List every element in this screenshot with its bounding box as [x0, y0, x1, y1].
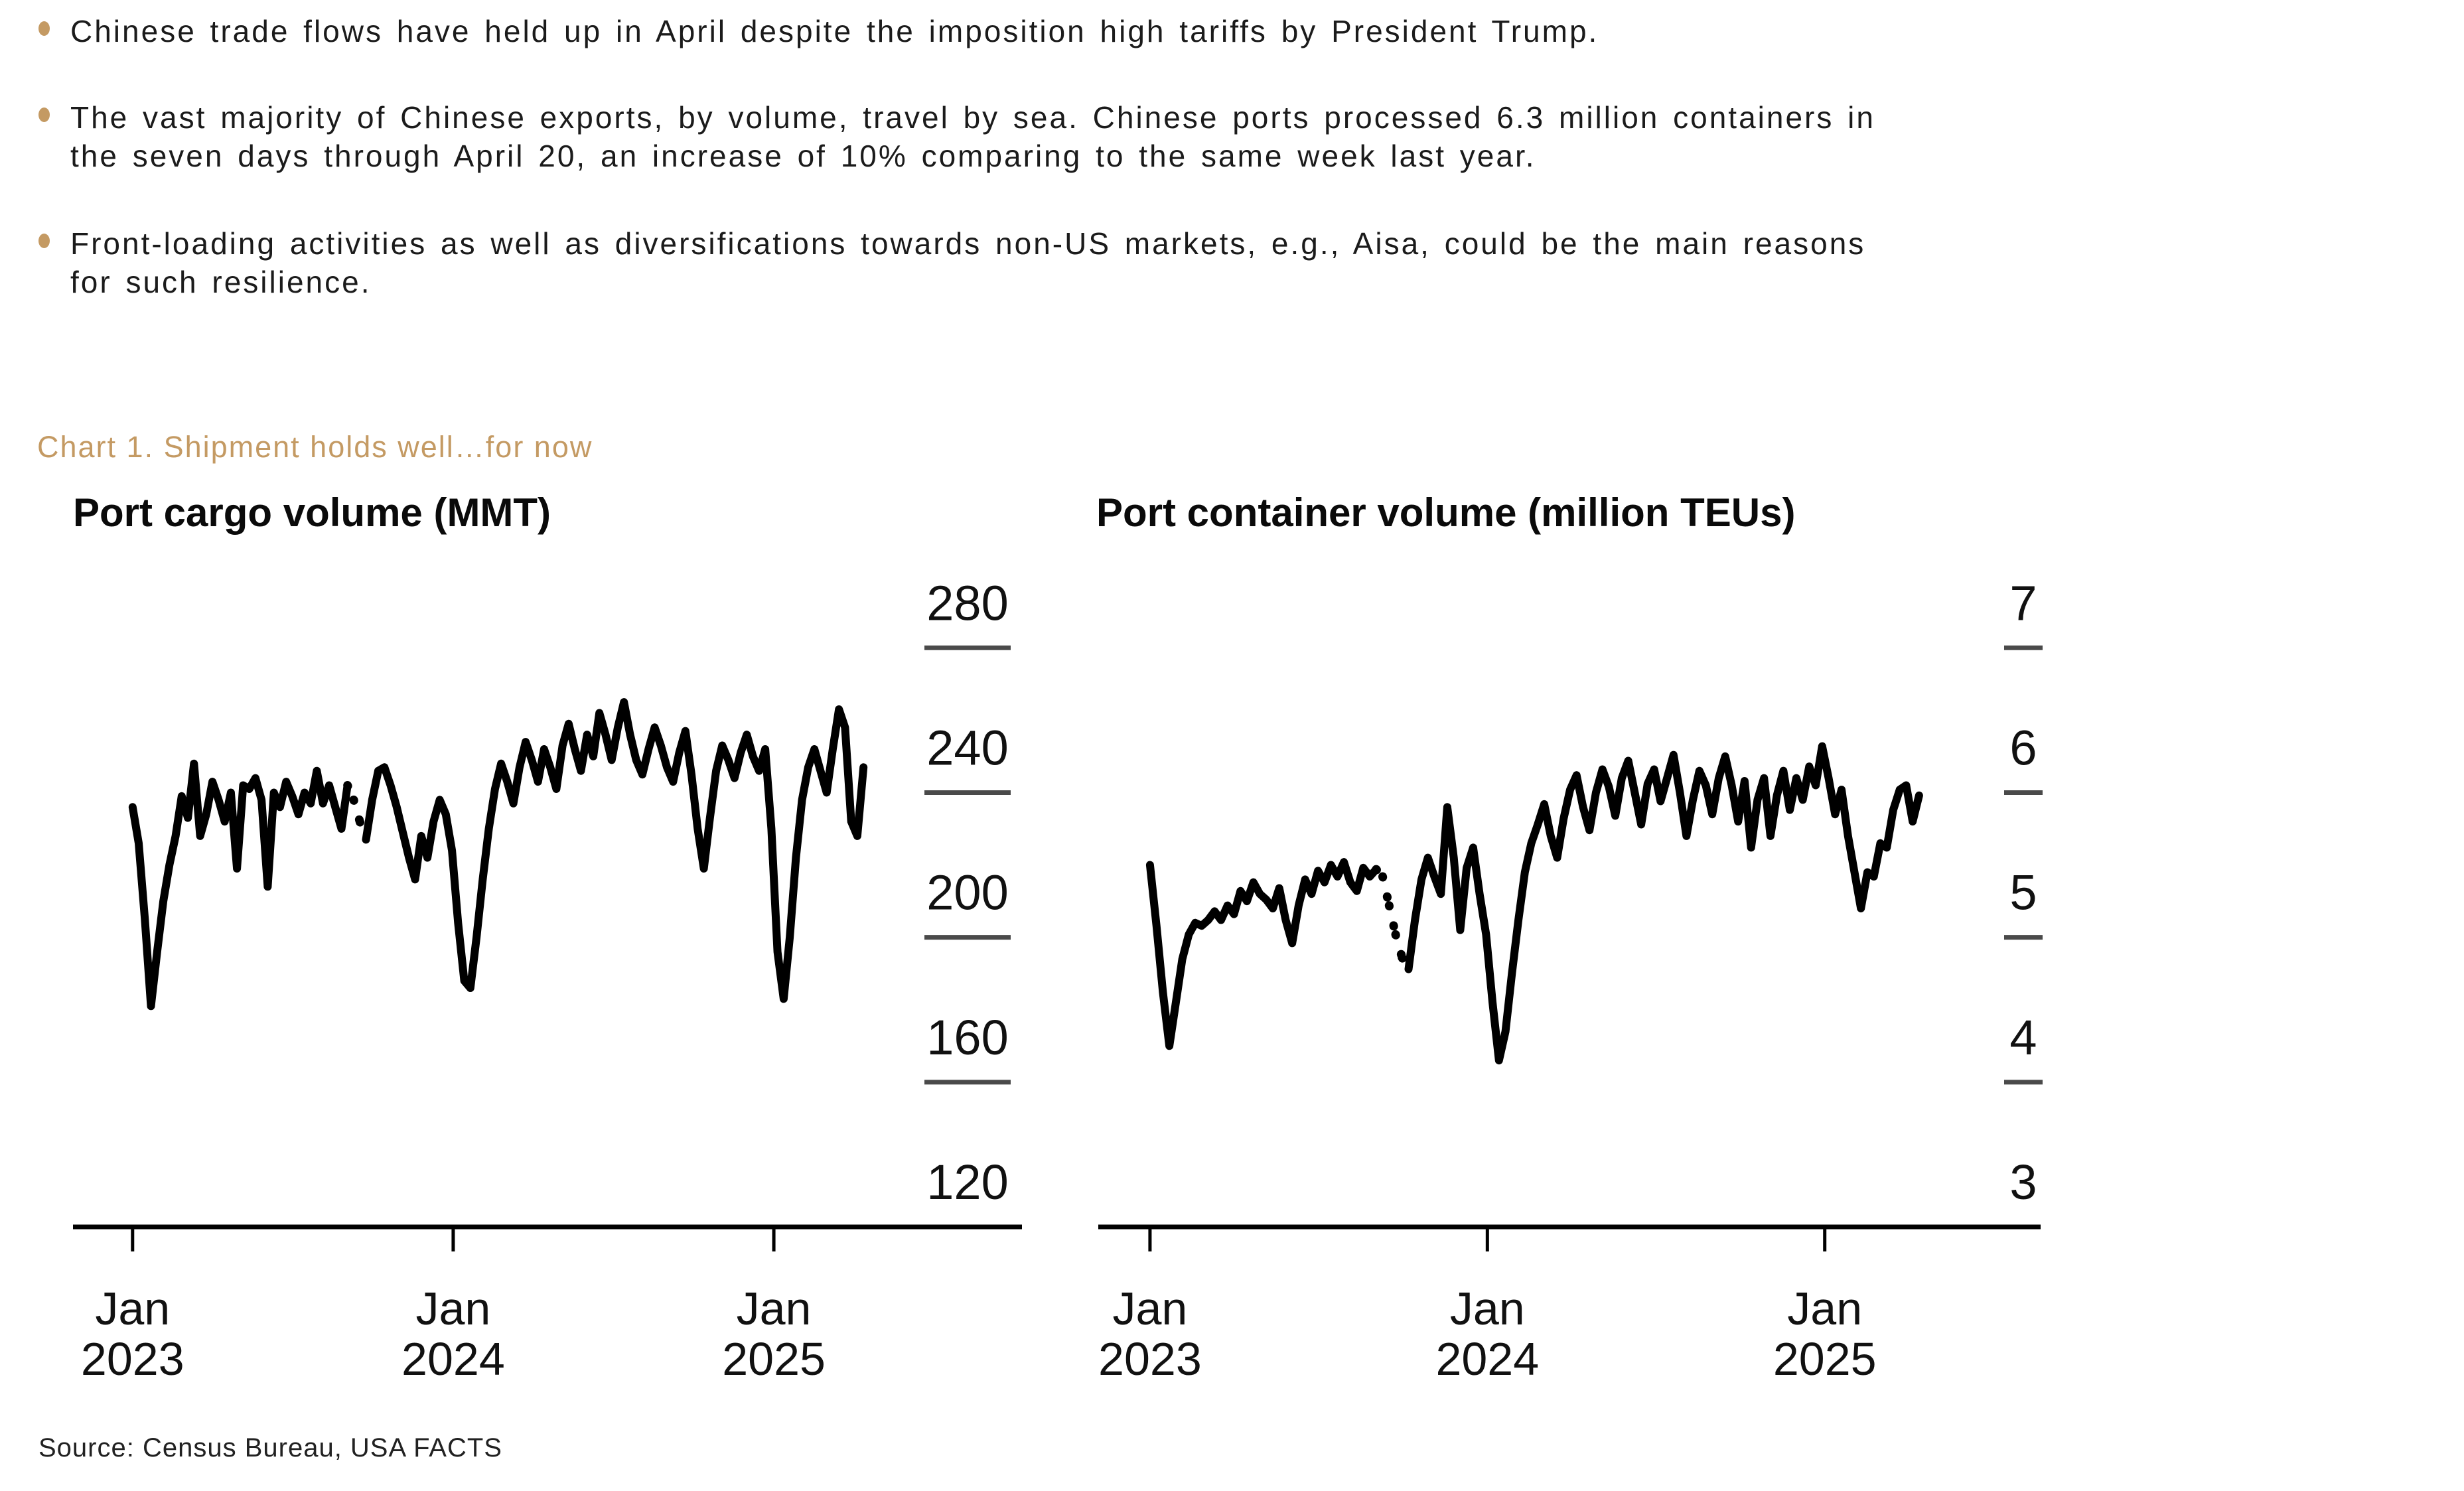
left-chart-y-tick-label: 280 [926, 575, 1008, 630]
bullet-text-1: Chinese trade flows have held up in Apri… [70, 12, 1599, 50]
left-chart-y-tick-label: 160 [926, 1010, 1008, 1065]
right-chart-x-tick-label: 2025 [1773, 1333, 1877, 1385]
left-chart-x-tick-label: Jan [737, 1283, 812, 1334]
left-chart-title: Port cargo volume (MMT) [73, 490, 551, 535]
left-chart-x-tick-label: Jan [95, 1283, 170, 1334]
right-chart-x-tick-label: Jan [1450, 1283, 1525, 1334]
bullet-3-line-1: Front-loading activities as well as dive… [70, 226, 1866, 261]
left-chart-x-tick-label: 2024 [401, 1333, 505, 1385]
right-chart-title: Port container volume (million TEUs) [1096, 490, 1796, 535]
left-chart-y-tick-label: 200 [926, 865, 1008, 920]
bullet-text-2: The vast majority of Chinese exports, by… [70, 98, 1875, 175]
right-chart-series-line-dotted [1372, 865, 1413, 974]
right-chart-y-tick-label: 7 [2009, 575, 2037, 630]
right-chart-series-line [1145, 742, 1923, 1065]
bullet-icon [38, 21, 50, 36]
bullet-item-1: Chinese trade flows have held up in Apri… [38, 12, 1599, 50]
bullet-3-line-2: for such resilience. [70, 265, 372, 299]
right-chart-y-tick-label: 3 [2009, 1155, 2037, 1210]
chart-section-heading: Chart 1. Shipment holds well…for now [37, 430, 593, 464]
bullet-1-line-1: Chinese trade flows have held up in Apri… [70, 14, 1599, 48]
right-chart-y-tick-label: 4 [2009, 1010, 2037, 1065]
source-note: Source: Census Bureau, USA FACTS [38, 1433, 502, 1462]
bullet-item-2: The vast majority of Chinese exports, by… [38, 98, 1875, 175]
left-chart-x-tick-label: 2023 [81, 1333, 184, 1385]
bullet-2-line-1: The vast majority of Chinese exports, by… [70, 100, 1875, 135]
bullet-2-line-2: the seven days through April 20, an incr… [70, 139, 1536, 173]
bullet-icon [38, 107, 50, 122]
right-chart-x-tick-label: 2023 [1098, 1333, 1202, 1385]
bullet-item-3: Front-loading activities as well as dive… [38, 224, 1865, 301]
left-chart-x-tick-label: 2025 [722, 1333, 826, 1385]
left-chart-x-tick-label: Jan [415, 1283, 490, 1334]
right-chart-x-tick-label: Jan [1112, 1283, 1187, 1334]
right-chart-y-tick-label: 6 [2009, 720, 2037, 775]
bullet-text-3: Front-loading activities as well as dive… [70, 224, 1865, 301]
left-chart-y-tick-label: 240 [926, 720, 1008, 775]
left-chart-y-tick-label: 120 [926, 1155, 1008, 1210]
left-chart-series-line-dotted [343, 781, 370, 844]
bullet-icon [38, 234, 50, 248]
right-chart-x-tick-label: Jan [1787, 1283, 1862, 1334]
left-chart-series-line [128, 698, 868, 1011]
right-chart-x-tick-label: 2024 [1435, 1333, 1539, 1385]
right-chart-y-tick-label: 5 [2009, 865, 2037, 920]
